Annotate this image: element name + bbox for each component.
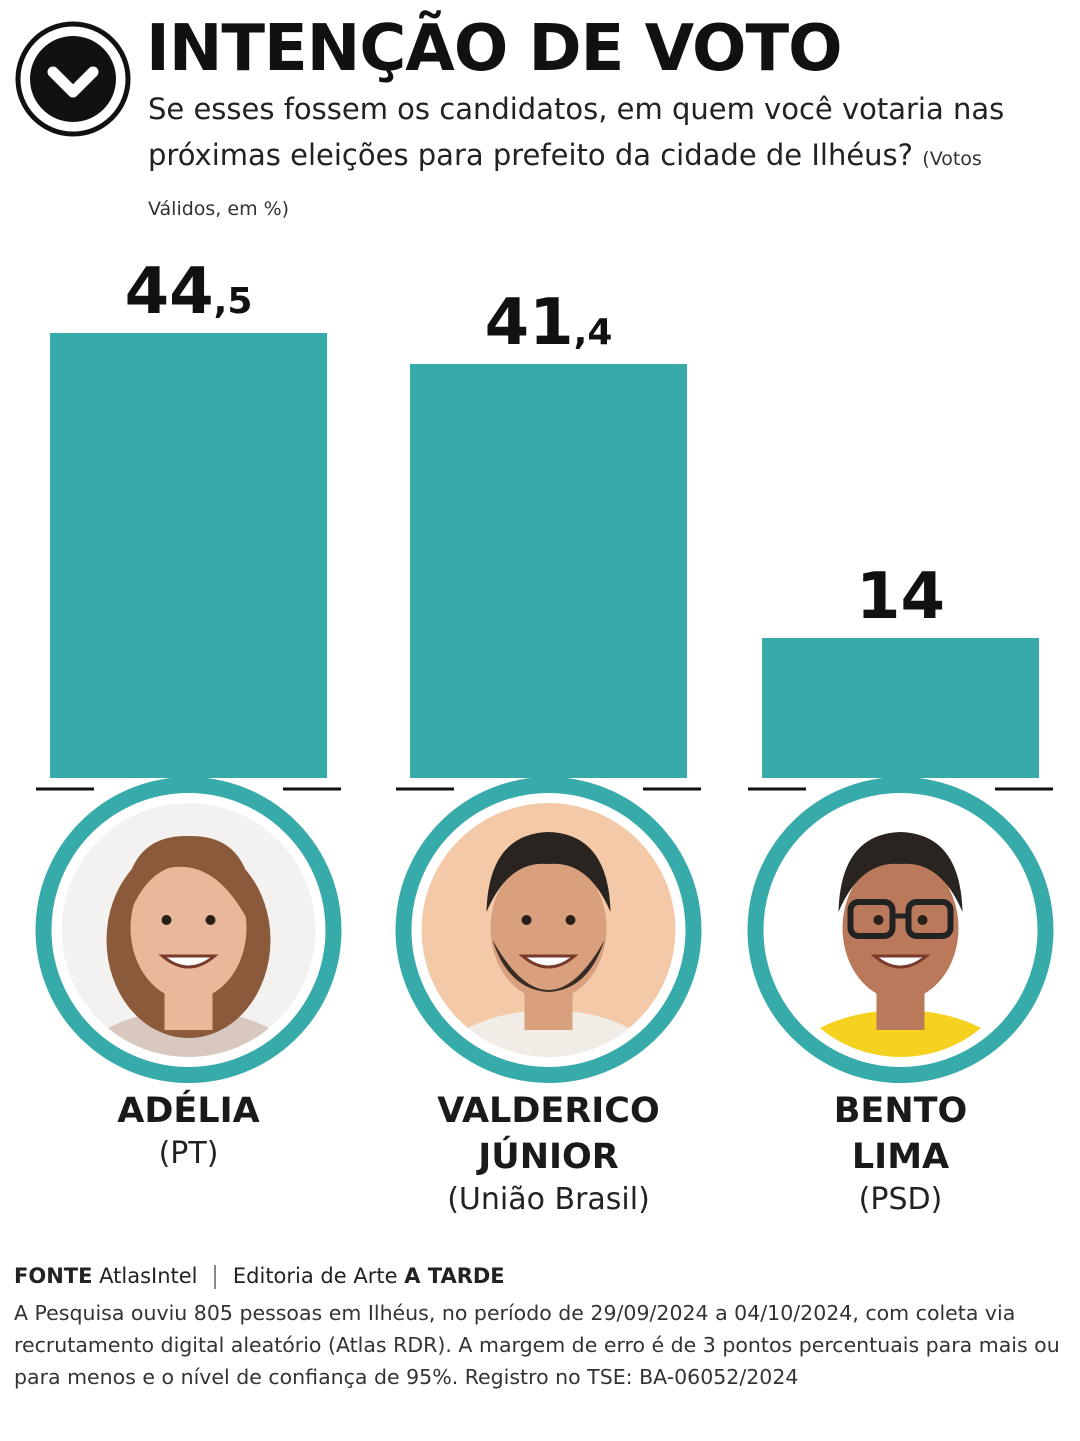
candidate-party: (União Brasil) (447, 1182, 650, 1217)
bar-1 (50, 333, 327, 778)
value-label: 14 (856, 560, 945, 634)
bar-3 (762, 638, 1039, 778)
credits-divider (214, 1265, 217, 1289)
chart-title: INTENÇÃO DE VOTO (146, 12, 842, 86)
man-glasses-portrait-icon (747, 777, 1054, 1083)
value-label-int: 14 (856, 560, 945, 634)
source-name: AtlasIntel (99, 1264, 198, 1288)
footer: FONTE AtlasIntel Editoria de Arte A TARD… (14, 1264, 1064, 1393)
candidate-party: (PSD) (858, 1182, 943, 1217)
credit-prefix: Editoria de Arte (232, 1264, 398, 1288)
value-label-int: 44 (125, 255, 214, 329)
subtitle-note: (Votos Válidos, em %) (148, 148, 982, 220)
candidate-name-line: BENTO (833, 1091, 968, 1131)
man-portrait-icon (395, 777, 702, 1083)
credits-line: FONTE AtlasIntel Editoria de Arte A TARD… (14, 1264, 1064, 1289)
subtitle-question: Se esses fossem os candidatos, em quem v… (148, 92, 1005, 172)
candidate-name: VALDERICO JÚNIOR (379, 1088, 719, 1180)
methodology-note: A Pesquisa ouviu 805 pessoas em Ilhéus, … (14, 1301, 1060, 1389)
candidate-party: (PT) (158, 1136, 219, 1171)
candidate-name-line: JÚNIOR (478, 1137, 619, 1177)
value-label: 44,5 (125, 255, 253, 329)
source-label: FONTE (14, 1264, 93, 1288)
checkmark-circle-icon (15, 21, 131, 137)
woman-portrait-icon (35, 777, 342, 1083)
credit-brand: A TARDE (404, 1264, 505, 1288)
bar-chart: 44,5 41,4 14 ADÉLIA (PT) VALDERICO JÚNIOR (Uni… (0, 230, 1080, 1240)
candidate-name: BENTO LIMA (731, 1088, 1071, 1180)
candidate-name-line: VALDERICO (437, 1091, 660, 1131)
value-label: 41,4 (485, 286, 613, 360)
candidate-name-line: LIMA (851, 1137, 950, 1177)
chart-subtitle: Se esses fossem os candidatos, em quem v… (148, 86, 1048, 232)
bar-2 (410, 364, 687, 778)
value-label-decimal: ,5 (214, 281, 253, 322)
candidate-name: ADÉLIA (19, 1088, 359, 1134)
value-label-int: 41 (485, 286, 574, 360)
candidate-name-line: ADÉLIA (117, 1091, 260, 1131)
portrait-photo (61, 803, 316, 1057)
bar-chart-svg: 44,5 41,4 14 (35, 255, 1054, 1083)
value-label-decimal: ,4 (574, 312, 613, 353)
